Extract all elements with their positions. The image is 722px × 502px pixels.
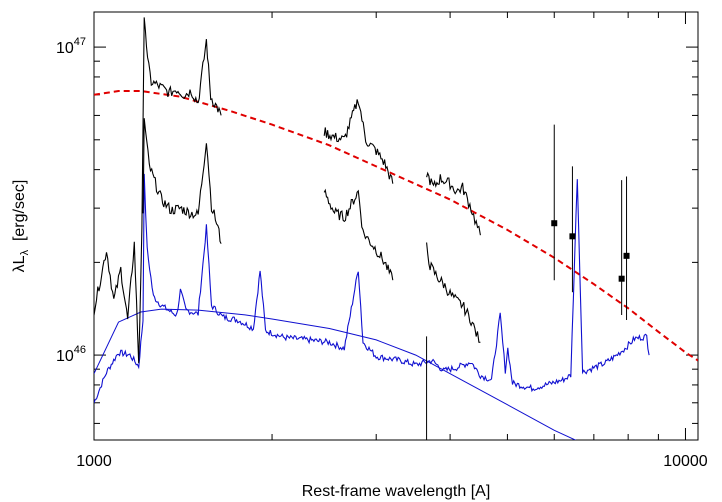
y-tick-label-base: 10 — [56, 40, 74, 57]
x-axis-label: Rest-frame wavelength [A] — [302, 483, 491, 500]
y-tick-label-exponent: 46 — [74, 344, 86, 356]
photometry-point — [618, 275, 625, 282]
x-tick-label: 1000 — [76, 453, 112, 470]
x-tick-label: 10000 — [663, 453, 708, 470]
spectrum-line — [323, 99, 394, 184]
axis-ticks — [93, 12, 698, 440]
y-axis-label-unit: [erg/sec] — [11, 180, 28, 250]
plot-frame — [93, 11, 699, 441]
x-tick-labels: 1000 10000 — [76, 453, 708, 470]
spectrum-line — [94, 173, 650, 403]
photometry-point — [569, 233, 576, 240]
y-axis-label-subscript: λ — [19, 249, 31, 255]
y-axis-label: λLλ [erg/sec] — [11, 180, 31, 273]
y-tick-label-base: 10 — [56, 348, 74, 365]
model-curve — [94, 90, 698, 362]
continuum-curve — [94, 308, 577, 440]
y-tick-label-exponent: 47 — [74, 36, 86, 48]
data-series — [94, 17, 698, 440]
spectrum-line — [426, 171, 481, 236]
spectrum-line — [142, 118, 222, 244]
spectrum-line — [426, 242, 481, 343]
spectrum-line — [323, 188, 394, 281]
y-tick-label: 1046 — [56, 344, 86, 365]
y-tick-label: 1047 — [56, 36, 86, 57]
spectrum-line — [94, 17, 222, 364]
photometry-point — [623, 252, 630, 259]
photometry-point — [551, 220, 558, 227]
